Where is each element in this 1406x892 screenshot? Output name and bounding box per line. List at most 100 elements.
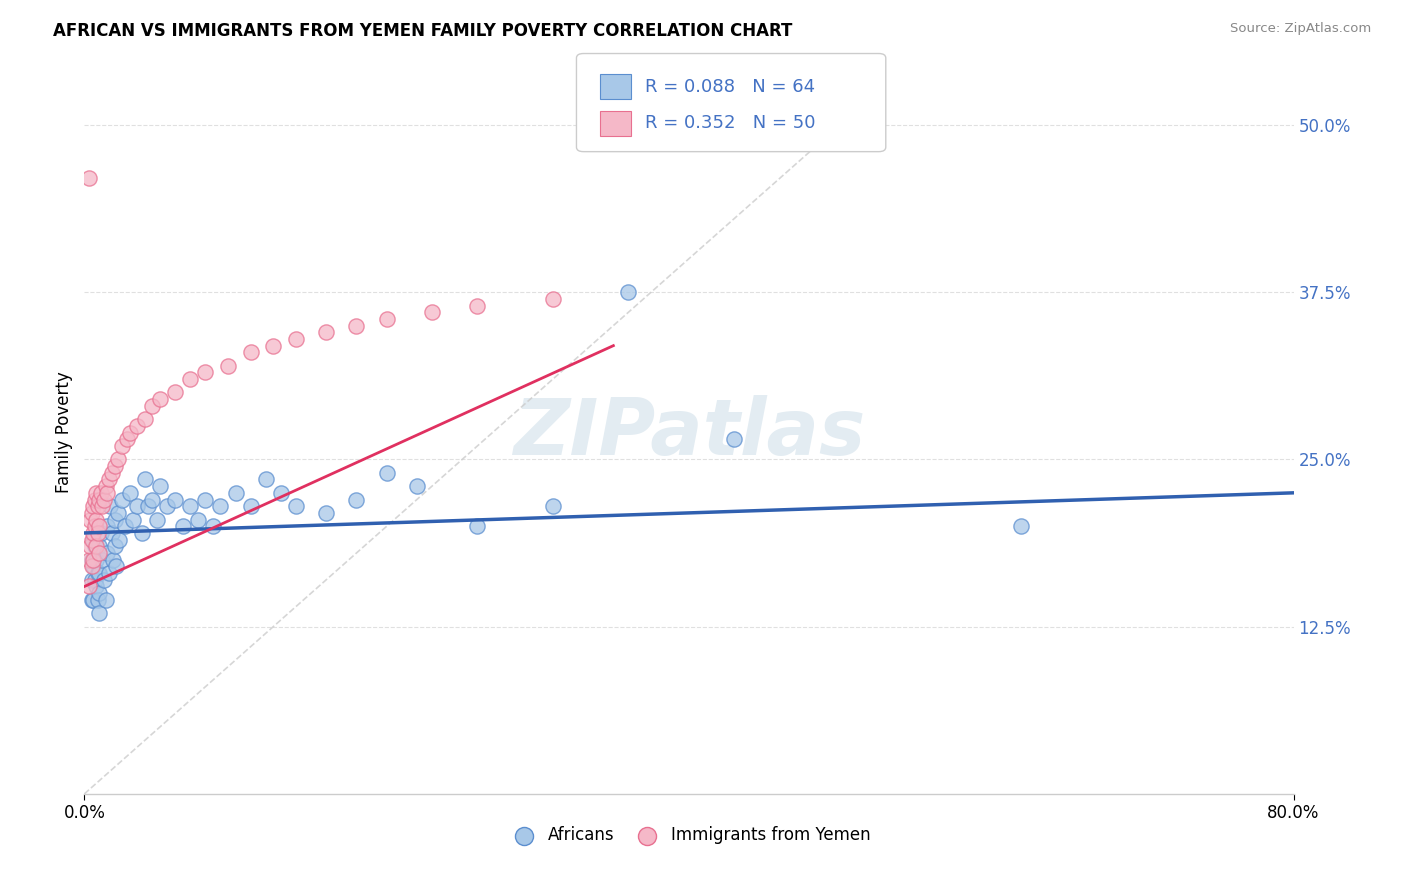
Point: [84, 539, 107, 553]
Point: [86, 485, 108, 500]
Point: [172, 519, 194, 533]
Point: [86, 539, 108, 553]
Text: AFRICAN VS IMMIGRANTS FROM YEMEN FAMILY POVERTY CORRELATION CHART: AFRICAN VS IMMIGRANTS FROM YEMEN FAMILY …: [53, 22, 793, 40]
Point: [82, 526, 104, 541]
Point: [86, 580, 108, 594]
Y-axis label: Family Poverty: Family Poverty: [55, 372, 73, 493]
Point: [127, 500, 149, 514]
Point: [77, 553, 100, 567]
Point: [165, 492, 187, 507]
Point: [84, 492, 107, 507]
Point: [406, 479, 429, 493]
Point: [201, 519, 224, 533]
Point: [82, 593, 104, 607]
Point: [1011, 519, 1033, 533]
Point: [77, 171, 100, 186]
Point: [217, 359, 239, 373]
Point: [77, 580, 100, 594]
Point: [86, 553, 108, 567]
Point: [86, 512, 108, 526]
Point: [467, 299, 489, 313]
Point: [134, 473, 156, 487]
Point: [209, 500, 232, 514]
Point: [87, 566, 110, 581]
Point: [91, 500, 114, 514]
Point: [80, 506, 103, 520]
Point: [80, 573, 103, 587]
Point: [420, 305, 443, 319]
Point: [101, 553, 124, 567]
Point: [617, 285, 640, 300]
Point: [84, 519, 107, 533]
Point: [87, 593, 110, 607]
Point: [179, 500, 201, 514]
Point: [127, 419, 149, 434]
Point: [82, 500, 104, 514]
Point: [111, 492, 134, 507]
Point: [87, 500, 110, 514]
Point: [107, 506, 129, 520]
Point: [136, 500, 159, 514]
Point: [105, 559, 128, 574]
Point: [80, 593, 103, 607]
Point: [346, 318, 368, 333]
Point: [100, 526, 122, 541]
Point: [100, 466, 122, 480]
Point: [141, 399, 163, 413]
Point: [467, 519, 489, 533]
Point: [146, 512, 169, 526]
Point: [89, 492, 111, 507]
Point: [141, 492, 163, 507]
Point: [82, 559, 104, 574]
Point: [118, 425, 141, 440]
Point: [96, 485, 118, 500]
Point: [90, 485, 112, 500]
Point: [131, 526, 153, 541]
Point: [98, 500, 121, 514]
Point: [89, 546, 111, 560]
Point: [84, 573, 107, 587]
Point: [97, 566, 120, 581]
Point: [541, 500, 564, 514]
Point: [104, 539, 127, 553]
Point: [315, 326, 337, 340]
Point: [187, 512, 209, 526]
Point: [91, 553, 114, 567]
Point: [165, 385, 187, 400]
Point: [89, 566, 111, 581]
Point: [79, 512, 101, 526]
Point: [80, 559, 103, 574]
Point: [375, 466, 398, 480]
Point: [96, 546, 118, 560]
Point: [285, 500, 308, 514]
Text: R = 0.088   N = 64: R = 0.088 N = 64: [645, 78, 815, 95]
Point: [225, 485, 247, 500]
Point: [194, 492, 217, 507]
Point: [89, 519, 111, 533]
Point: [270, 485, 292, 500]
Point: [89, 539, 111, 553]
Point: [375, 312, 398, 326]
Point: [114, 519, 136, 533]
Point: [254, 473, 277, 487]
Point: [115, 433, 138, 447]
Point: [87, 526, 110, 541]
Point: [89, 586, 111, 600]
Point: [90, 526, 112, 541]
Point: [149, 392, 172, 407]
Point: [179, 372, 201, 386]
Point: [89, 607, 111, 621]
Legend: Africans, Immigrants from Yemen: Africans, Immigrants from Yemen: [501, 819, 877, 851]
Point: [121, 512, 143, 526]
Point: [194, 366, 217, 380]
Point: [82, 553, 104, 567]
Point: [134, 412, 156, 426]
Point: [107, 452, 129, 467]
Point: [104, 512, 127, 526]
Point: [239, 500, 262, 514]
Point: [285, 332, 308, 346]
Point: [79, 539, 101, 553]
Point: [149, 479, 172, 493]
Text: Source: ZipAtlas.com: Source: ZipAtlas.com: [1230, 22, 1371, 36]
Point: [239, 345, 262, 359]
